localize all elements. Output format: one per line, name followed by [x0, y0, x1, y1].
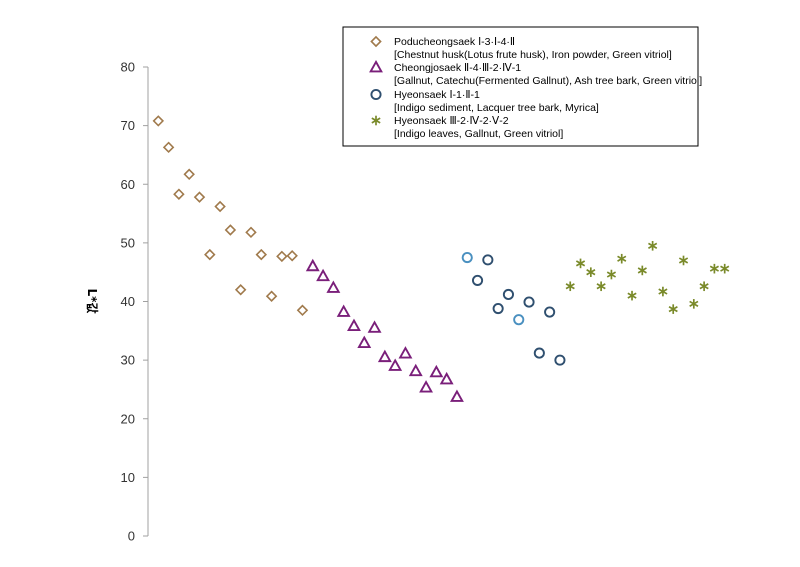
- data-points: [152, 115, 730, 402]
- diamond-point: [245, 226, 257, 239]
- legend-marker-3: [370, 88, 382, 101]
- triangle-point: [347, 318, 361, 331]
- y-tick-label: 70: [121, 118, 135, 133]
- legend-entry-name: Hyeonsaek Ⅲ-2·Ⅳ-2·Ⅴ-2: [394, 115, 509, 127]
- y-tick-label: 0: [128, 529, 135, 544]
- triangle-point: [450, 389, 464, 402]
- asterisk-point: [565, 281, 575, 292]
- asterisk-point: [689, 299, 699, 309]
- y-tick-label: 80: [121, 60, 135, 75]
- triangle-point: [408, 363, 423, 377]
- diamond-point: [265, 290, 278, 302]
- diamond-point: [204, 248, 216, 261]
- legend-entry-description: [Indigo leaves, Gallnut, Green vitriol]: [394, 128, 563, 140]
- triangle-point: [305, 258, 320, 272]
- legend-marker-4: [371, 115, 381, 126]
- triangle-point: [398, 346, 413, 359]
- circle-point: [533, 347, 545, 359]
- triangle-point: [388, 358, 403, 371]
- diamond-point: [296, 304, 309, 317]
- asterisk-point: [668, 304, 678, 314]
- triangle-point: [357, 335, 372, 348]
- circle-point: [482, 254, 494, 266]
- asterisk-point: [586, 267, 596, 277]
- asterisk-point: [678, 255, 689, 266]
- circle-point: [461, 251, 473, 264]
- y-axis-label: L*값: [85, 289, 99, 314]
- diamond-point: [173, 188, 185, 200]
- asterisk-point: [606, 269, 617, 280]
- diamond-point: [286, 250, 298, 262]
- asterisk-point: [627, 290, 637, 301]
- diamond-point: [234, 284, 247, 296]
- legend-entry-name: Poducheongsaek Ⅰ-3·Ⅰ-4·Ⅱ: [394, 36, 515, 48]
- legend: Poducheongsaek Ⅰ-3·Ⅰ-4·Ⅱ[Chestnut husk(L…: [342, 26, 702, 147]
- triangle-point: [377, 349, 392, 363]
- series-3: [461, 251, 566, 366]
- legend-entry-description: [Gallnut, Catechu(Fermented Gallnut), As…: [394, 75, 702, 87]
- y-tick-label: 60: [121, 177, 135, 192]
- asterisk-point: [637, 265, 647, 276]
- triangle-point: [419, 380, 433, 393]
- circle-point: [554, 354, 566, 366]
- triangle-point: [316, 268, 331, 282]
- triangle-point: [439, 371, 454, 385]
- triangle-point: [336, 304, 351, 317]
- y-tick-label: 50: [121, 235, 135, 250]
- legend-marker-1: [370, 35, 382, 48]
- asterisk-point: [699, 281, 709, 292]
- asterisk-point: [720, 263, 730, 274]
- series-4: [565, 241, 730, 314]
- legend-entry-name: Hyeonsaek Ⅰ-1·Ⅱ-1: [394, 89, 480, 101]
- circle-point: [502, 288, 514, 301]
- legend-box: [342, 26, 699, 147]
- triangle-point: [326, 280, 341, 293]
- asterisk-point: [658, 286, 668, 297]
- circle-point: [471, 274, 484, 286]
- diamond-point: [162, 141, 175, 154]
- diamond-point: [255, 248, 268, 261]
- y-tick-label: 10: [121, 470, 135, 485]
- diamond-point: [183, 168, 195, 181]
- asterisk-point: [709, 263, 720, 274]
- diamond-point: [224, 224, 237, 236]
- diamond-point: [152, 115, 165, 127]
- series-1: [152, 115, 309, 317]
- asterisk-point: [648, 241, 658, 251]
- asterisk-point: [575, 258, 586, 269]
- y-ticks: 0 10 20 30 40 50 60 70 80: [121, 60, 148, 544]
- y-tick-label: 20: [121, 411, 135, 426]
- circle-point: [544, 306, 556, 318]
- triangle-point: [367, 320, 382, 333]
- asterisk-point: [617, 253, 627, 264]
- asterisk-point: [596, 281, 606, 292]
- legend-entry-description: [Chestnut husk(Lotus frute husk), Iron p…: [394, 49, 672, 61]
- circle-point: [513, 314, 525, 326]
- y-tick-label: 40: [121, 294, 135, 309]
- diamond-point: [193, 191, 206, 203]
- diamond-point: [276, 250, 288, 263]
- legend-entry-name: Cheongjosaek Ⅱ-4·Ⅲ-2·Ⅳ-1: [394, 62, 521, 74]
- series-2: [305, 258, 464, 402]
- triangle-point: [429, 364, 444, 378]
- legend-entry-description: [Indigo sediment, Lacquer tree bark, Myr…: [394, 102, 599, 114]
- y-tick-label: 30: [121, 353, 135, 368]
- legend-marker-2: [369, 59, 383, 73]
- diamond-point: [214, 200, 226, 213]
- circle-point: [492, 302, 504, 315]
- circle-point: [523, 296, 535, 308]
